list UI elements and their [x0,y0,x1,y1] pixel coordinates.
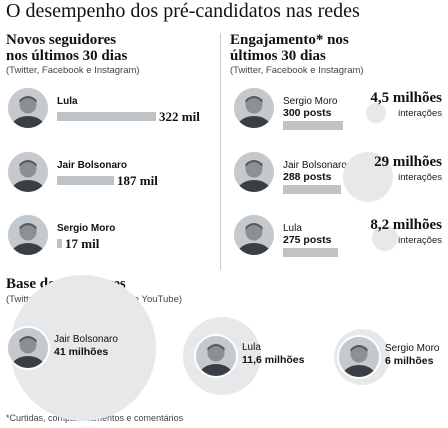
engagement-interactions-unit: interações [398,235,442,246]
follower-base-value-label: 6 milhões [385,355,434,367]
engagement-posts-bar [283,185,341,194]
new-followers-title: Novos seguidores nos últimos 30 dias [6,32,127,64]
engagement-avatar [232,86,276,130]
engagement-title-line-1: Engajamento* nos [230,32,349,48]
engagement-name: Sergio Moro [283,96,338,107]
engagement-title: Engajamento* nos últimos 30 dias [230,32,349,64]
engagement-avatar [232,213,276,257]
new-followers-title-line-2: nos últimos 30 dias [6,48,128,64]
follower-base-avatar [337,335,381,379]
engagement-interactions-bubble [372,225,398,251]
engagement-posts-label: 300 posts [283,107,332,119]
new-followers-value-label: 17 mil [65,236,100,251]
engagement-posts-bar [283,248,338,257]
engagement-title-line-2: últimos 30 dias [230,48,326,64]
engagement-interactions-bubble [343,152,393,202]
new-followers-avatar [6,86,50,130]
new-followers-avatar [6,150,50,194]
engagement-interactions-unit: interações [398,108,442,119]
engagement-name: Lula [283,223,302,234]
new-followers-value-label: 322 mil [159,109,200,124]
engagement-posts-label: 275 posts [283,234,332,246]
new-followers-title-line-1: Novos seguidores [6,32,117,48]
engagement-interactions-bubble [366,103,386,123]
engagement-interactions-value: 4,5 milhões [370,90,442,106]
new-followers-subtitle: (Twitter, Facebook e Instagram) [6,65,140,76]
new-followers-name: Lula [57,96,78,107]
follower-base-value-label: 41 milhões [54,346,109,358]
follower-base-name: Sergio Moro [385,343,440,354]
new-followers-avatar [6,213,50,257]
engagement-posts-label: 288 posts [283,171,332,183]
new-followers-name: Sergio Moro [57,223,116,234]
engagement-avatar [232,150,276,194]
engagement-interactions-unit: interações [398,172,442,183]
engagement-interactions-value: 8,2 milhões [370,217,442,233]
follower-base-value-label: 11,6 milhões [242,354,305,366]
follower-base-name: Lula [242,342,261,353]
new-followers-name: Jair Bolsonaro [57,160,128,171]
engagement-posts-bar [283,121,343,130]
follower-base-avatar [6,326,50,370]
new-followers-bar [57,176,114,185]
column-divider [220,33,221,270]
page-title: O desempenho dos pré-candidatos nas rede… [6,0,360,22]
new-followers-value-label: 187 mil [117,173,158,188]
engagement-name: Jair Bolsonaro [283,160,347,171]
engagement-interactions-value: 29 milhões [374,154,442,170]
follower-base-avatar [194,334,238,378]
new-followers-bar [57,112,156,121]
engagement-subtitle: (Twitter, Facebook e Instagram) [230,65,364,76]
follower-base-name: Jair Bolsonaro [54,334,118,345]
new-followers-bar [57,239,62,248]
